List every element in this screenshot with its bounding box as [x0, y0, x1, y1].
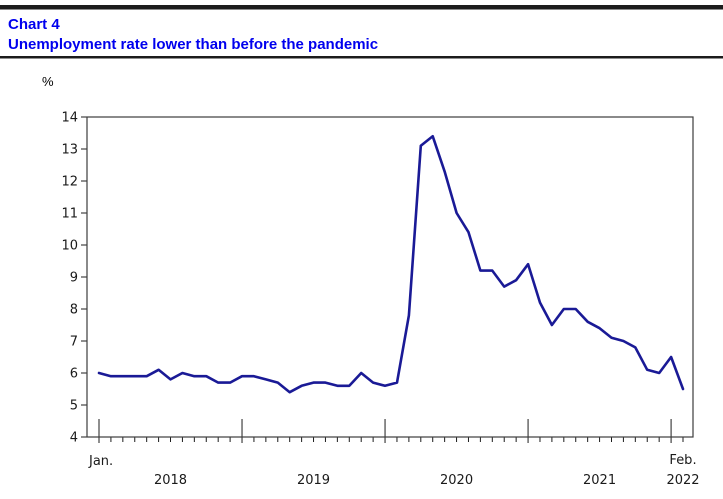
unemployment-rate-line [97, 134, 685, 394]
y-tick-label: 5 [70, 399, 78, 414]
x-year-label: 2018 [154, 473, 187, 488]
x-start-month-label: Jan. [88, 454, 113, 469]
x-axis-ticks [98, 419, 684, 443]
page-title: Unemployment rate lower than before the … [8, 36, 379, 53]
y-tick-label: 12 [61, 175, 78, 190]
x-axis-tick-labels: Jan. 2018 2019 2020 2021 Feb. 2022 [88, 453, 700, 488]
x-end-month-label: Feb. [669, 453, 696, 468]
x-year-label: 2022 [666, 473, 699, 488]
chart-header: Chart 4 Unemployment rate lower than bef… [8, 15, 715, 55]
x-year-label: 2020 [440, 473, 473, 488]
y-tick-label: 14 [61, 111, 78, 126]
x-year-label: 2019 [297, 473, 330, 488]
plot-frame [86, 116, 694, 438]
y-tick-label: 13 [61, 143, 78, 158]
chart-number: Chart 4 [8, 16, 60, 33]
y-tick-label: 11 [61, 207, 78, 222]
x-year-label: 2021 [583, 473, 616, 488]
y-tick-label: 6 [70, 367, 78, 382]
y-tick-label: 7 [70, 335, 78, 350]
top-divider [0, 5, 723, 10]
header-divider [0, 56, 723, 59]
y-tick-label: 4 [70, 431, 78, 446]
y-axis-tick-labels: 4 5 6 7 8 9 10 11 12 13 14 [61, 111, 78, 446]
y-tick-label: 9 [70, 271, 78, 286]
y-tick-label: 8 [70, 303, 78, 318]
y-tick-label: 10 [61, 239, 78, 254]
y-axis-ticks [81, 116, 87, 438]
y-axis-unit-label: % [42, 74, 54, 89]
